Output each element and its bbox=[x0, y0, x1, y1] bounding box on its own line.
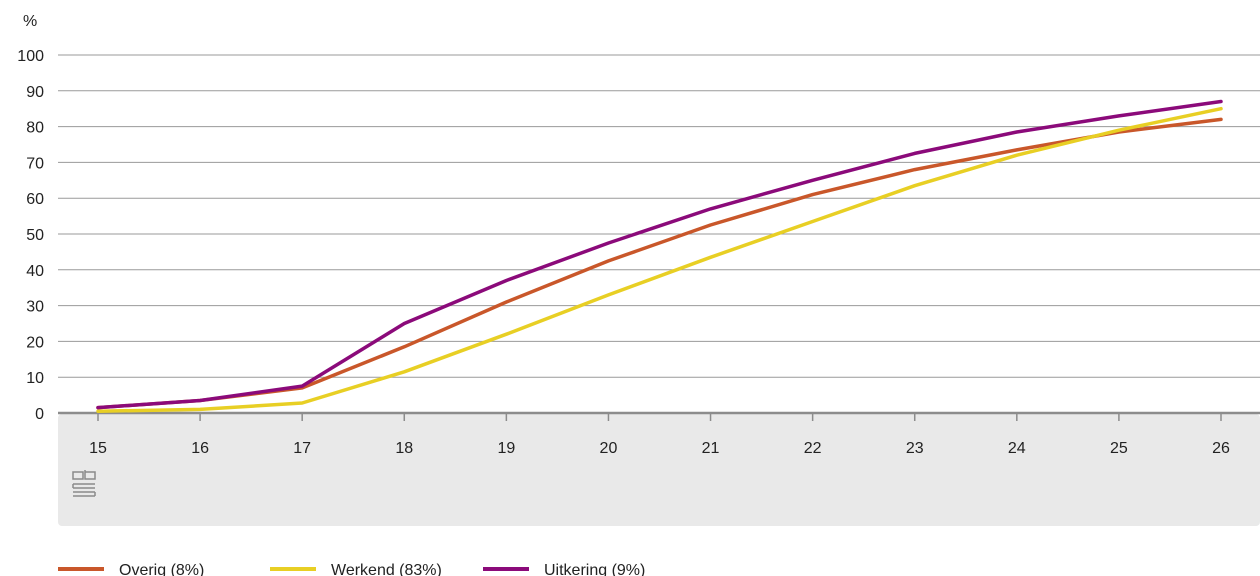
series-line-1 bbox=[96, 106, 1223, 413]
y-axis-tick-labels: 0 10 20 30 40 50 60 70 80 90 100 bbox=[17, 48, 44, 423]
x-tick-label: 25 bbox=[1110, 440, 1128, 457]
x-axis-ticks: 15 16 17 18 19 20 21 22 23 24 25 26 bbox=[89, 414, 1230, 457]
legend-label: Werkend (83%) bbox=[331, 562, 442, 576]
cbs-logo bbox=[72, 470, 96, 497]
x-tick-label: 16 bbox=[191, 440, 209, 457]
x-tick-label: 21 bbox=[702, 440, 720, 457]
x-tick-label: 17 bbox=[293, 440, 311, 457]
y-tick-label: 70 bbox=[26, 155, 44, 172]
y-tick-label: 100 bbox=[17, 48, 44, 65]
x-tick-label: 18 bbox=[395, 440, 413, 457]
x-tick-label: 15 bbox=[89, 440, 107, 457]
x-tick-label: 22 bbox=[804, 440, 822, 457]
y-tick-label: 20 bbox=[26, 334, 44, 351]
data-series bbox=[96, 99, 1223, 413]
y-tick-label: 0 bbox=[35, 406, 44, 423]
legend-label: Uitkering (9%) bbox=[544, 562, 645, 576]
y-tick-label: 60 bbox=[26, 191, 44, 208]
y-tick-label: 30 bbox=[26, 299, 44, 316]
legend: Overig (8%) Werkend (83%) Uitkering (9%) bbox=[58, 562, 645, 576]
gridlines bbox=[58, 54, 1260, 378]
x-axis-band bbox=[58, 414, 1260, 526]
series-line-2 bbox=[96, 99, 1223, 410]
y-unit-label: % bbox=[23, 13, 37, 30]
x-tick-label: 24 bbox=[1008, 440, 1026, 457]
y-tick-label: 40 bbox=[26, 263, 44, 280]
y-tick-label: 50 bbox=[26, 227, 44, 244]
x-tick-label: 19 bbox=[497, 440, 515, 457]
legend-label: Overig (8%) bbox=[119, 562, 204, 576]
y-tick-label: 90 bbox=[26, 84, 44, 101]
x-tick-label: 20 bbox=[600, 440, 618, 457]
x-tick-label: 26 bbox=[1212, 440, 1230, 457]
x-tick-label: 23 bbox=[906, 440, 924, 457]
y-tick-label: 80 bbox=[26, 120, 44, 137]
y-tick-label: 10 bbox=[26, 370, 44, 387]
